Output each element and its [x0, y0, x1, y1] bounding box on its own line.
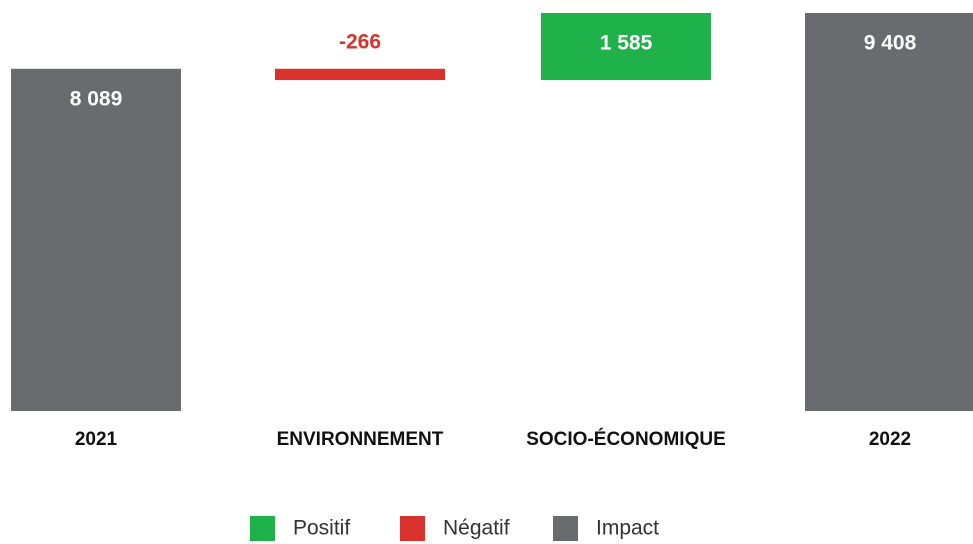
category-label: 2021 — [75, 429, 118, 450]
value-label: 1 585 — [600, 32, 653, 55]
bar — [275, 68, 445, 81]
category-label: SOCIO-ÉCONOMIQUE — [526, 428, 726, 450]
legend-label: Impact — [596, 517, 659, 540]
legend-swatch — [400, 516, 425, 541]
value-label: 9 408 — [864, 32, 917, 55]
category-label: 2022 — [869, 429, 911, 450]
value-label: -266 — [339, 30, 381, 53]
legend-label: Positif — [293, 517, 350, 540]
legend-label: Négatif — [443, 517, 510, 540]
legend-swatch — [553, 516, 578, 541]
legend-swatch — [250, 516, 275, 541]
bar — [11, 68, 181, 411]
value-label: 8 089 — [70, 87, 123, 110]
category-label: ENVIRONNEMENT — [277, 429, 444, 450]
bar — [541, 13, 711, 81]
bar — [805, 13, 973, 411]
